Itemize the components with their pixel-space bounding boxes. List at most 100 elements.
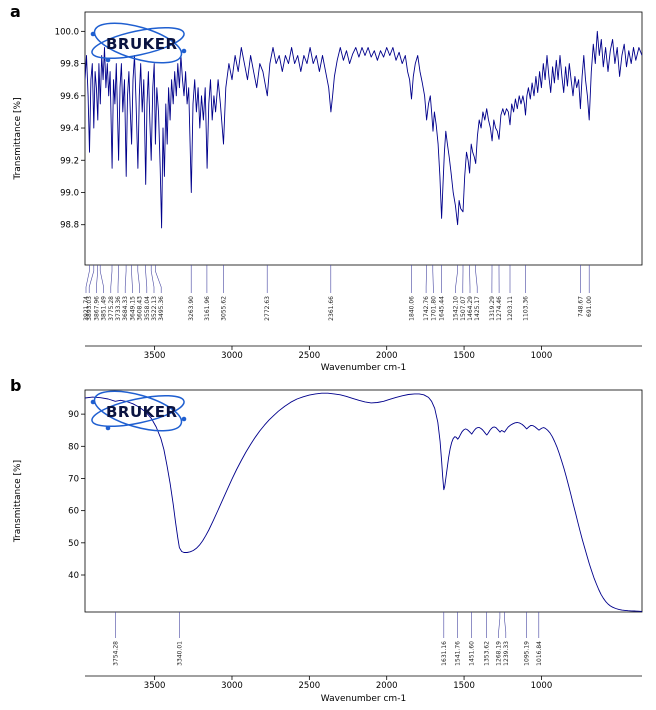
peak-label: 3867.96 — [93, 296, 100, 321]
peak-leader-line — [137, 265, 140, 293]
peak-leader-line — [85, 265, 90, 293]
spectrum-panel-b: b 90 80 70 60 50 40 Transmittance [%] 3500 3000 2… — [0, 374, 656, 710]
peak-leader-line — [155, 265, 162, 293]
y-tick-label: 99.0 — [60, 188, 79, 198]
peak-label: 1016.84 — [536, 641, 543, 666]
peak-label: 1701.80 — [430, 296, 437, 321]
y-axis-title: Transmittance [%] — [13, 97, 23, 180]
spectrum-line — [85, 392, 642, 612]
bruker-logo: BRUKER — [90, 22, 187, 64]
x-tick-label: 2000 — [376, 681, 398, 691]
peak-label: 1451.60 — [469, 641, 476, 666]
peak-label: 1239.33 — [503, 641, 510, 666]
x-tick-label: 3500 — [144, 681, 166, 691]
x-tick-label: 2500 — [299, 681, 321, 691]
peak-label: 3733.36 — [115, 296, 122, 321]
peak-label: 1274.46 — [496, 296, 503, 321]
peak-label: 3851.49 — [101, 296, 108, 321]
peak-leader-line — [455, 265, 458, 293]
peak-label: 1742.76 — [423, 296, 430, 321]
y-tick-label: 98.8 — [60, 221, 79, 231]
x-tick-label: 3500 — [144, 351, 166, 361]
peak-leader-line — [117, 265, 119, 293]
peak-label: 1103.36 — [522, 296, 529, 321]
peak-label: 1095.19 — [524, 641, 531, 666]
peak-leader-line — [145, 265, 148, 293]
peak-leader-line — [475, 265, 478, 293]
peak-leader-line — [88, 265, 95, 293]
peak-label: 3055.62 — [220, 296, 227, 321]
peak-label: 3649.15 — [129, 296, 136, 321]
bruker-logo: BRUKER — [90, 390, 187, 432]
spectrum-chart-a: 100.0 99.8 99.6 99.4 99.2 99.0 98.8 Transmittan… — [13, 11, 643, 373]
panel-a-letter: a — [10, 2, 21, 21]
logo-electron-dot-icon — [105, 57, 111, 63]
peak-label: 3684.33 — [122, 296, 129, 321]
logo-text: BRUKER — [106, 403, 178, 421]
peak-label: 3161.96 — [204, 296, 211, 321]
peak-leader-line — [432, 265, 434, 293]
peak-label: 3775.28 — [108, 296, 115, 321]
y-tick-label: 60 — [68, 507, 79, 517]
peak-label: 1542.10 — [453, 296, 460, 321]
y-tick-label: 100.0 — [55, 27, 79, 37]
peak-leader-line — [124, 265, 127, 293]
plot-frame — [84, 11, 643, 266]
y-tick-label: 90 — [68, 410, 79, 420]
peak-label: 1631.16 — [441, 641, 448, 666]
logo-orbit-icon — [91, 26, 185, 60]
peak-label: 748.67 — [577, 296, 584, 317]
y-tick-label: 40 — [68, 571, 79, 581]
peak-label: 1541.76 — [455, 641, 462, 666]
peak-leader-line — [504, 612, 507, 638]
peak-label: 1425.17 — [474, 296, 481, 321]
x-tick-label: 2000 — [376, 351, 398, 361]
peak-label: 1203.11 — [507, 296, 514, 321]
peak-label: 3921.74 — [83, 296, 90, 321]
spectrum-panel-a: a 100.0 99.8 99.6 99.4 99.2 99.0 98.8 Transmitt… — [10, 2, 643, 373]
logo-electron-dot-icon — [181, 416, 187, 422]
x-tick-label: 3000 — [221, 351, 243, 361]
plot-frame — [84, 389, 643, 613]
panel-b-letter: b — [10, 376, 22, 395]
logo-text: BRUKER — [106, 35, 178, 53]
y-tick-label: 99.4 — [60, 124, 79, 134]
peak-label: 1645.44 — [439, 296, 446, 321]
peak-leader-line — [150, 265, 155, 293]
logo-orbit-icon — [91, 394, 185, 428]
peak-leader-line — [96, 265, 98, 293]
y-tick-label: 80 — [68, 442, 79, 452]
spectrum-line — [85, 30, 642, 229]
peak-label: 3263.90 — [188, 296, 195, 321]
x-tick-label: 1000 — [531, 351, 553, 361]
y-axis-title: Transmittance [%] — [13, 460, 23, 543]
logo-orbit-icon — [93, 390, 183, 432]
peak-label: 2772.63 — [264, 296, 271, 321]
spectrum-chart-b: 90 80 70 60 50 40 Transmittance [%] 3500 3000 250… — [13, 389, 643, 704]
peak-label: 1319.29 — [489, 296, 496, 321]
x-axis-title: Wavenumber cm-1 — [321, 694, 406, 704]
peak-label: 3495.36 — [158, 296, 165, 321]
logo-electron-dot-icon — [105, 425, 111, 431]
peak-label: 3558.04 — [144, 296, 151, 321]
peak-label: 3340.01 — [176, 641, 183, 666]
y-tick-label: 99.6 — [60, 92, 79, 102]
x-tick-label: 3000 — [221, 681, 243, 691]
peak-label: 2361.66 — [328, 296, 335, 321]
x-tick-label: 2500 — [299, 351, 321, 361]
peak-label: 1268.19 — [496, 641, 503, 666]
y-tick-label: 70 — [68, 474, 79, 484]
x-tick-label: 1000 — [531, 681, 553, 691]
peak-leader-line — [110, 265, 113, 293]
peak-label: 691.00 — [586, 296, 593, 317]
y-tick-label: 50 — [68, 539, 79, 549]
y-tick-label: 99.8 — [60, 60, 79, 70]
peak-leader-line — [131, 265, 133, 293]
peak-label: 1353.62 — [484, 641, 491, 666]
peak-leader-line — [498, 612, 501, 638]
peak-label: 3754.28 — [112, 641, 119, 666]
peak-label: 3893.03 — [86, 296, 93, 321]
logo-electron-dot-icon — [181, 48, 187, 54]
x-tick-label: 1500 — [453, 351, 475, 361]
